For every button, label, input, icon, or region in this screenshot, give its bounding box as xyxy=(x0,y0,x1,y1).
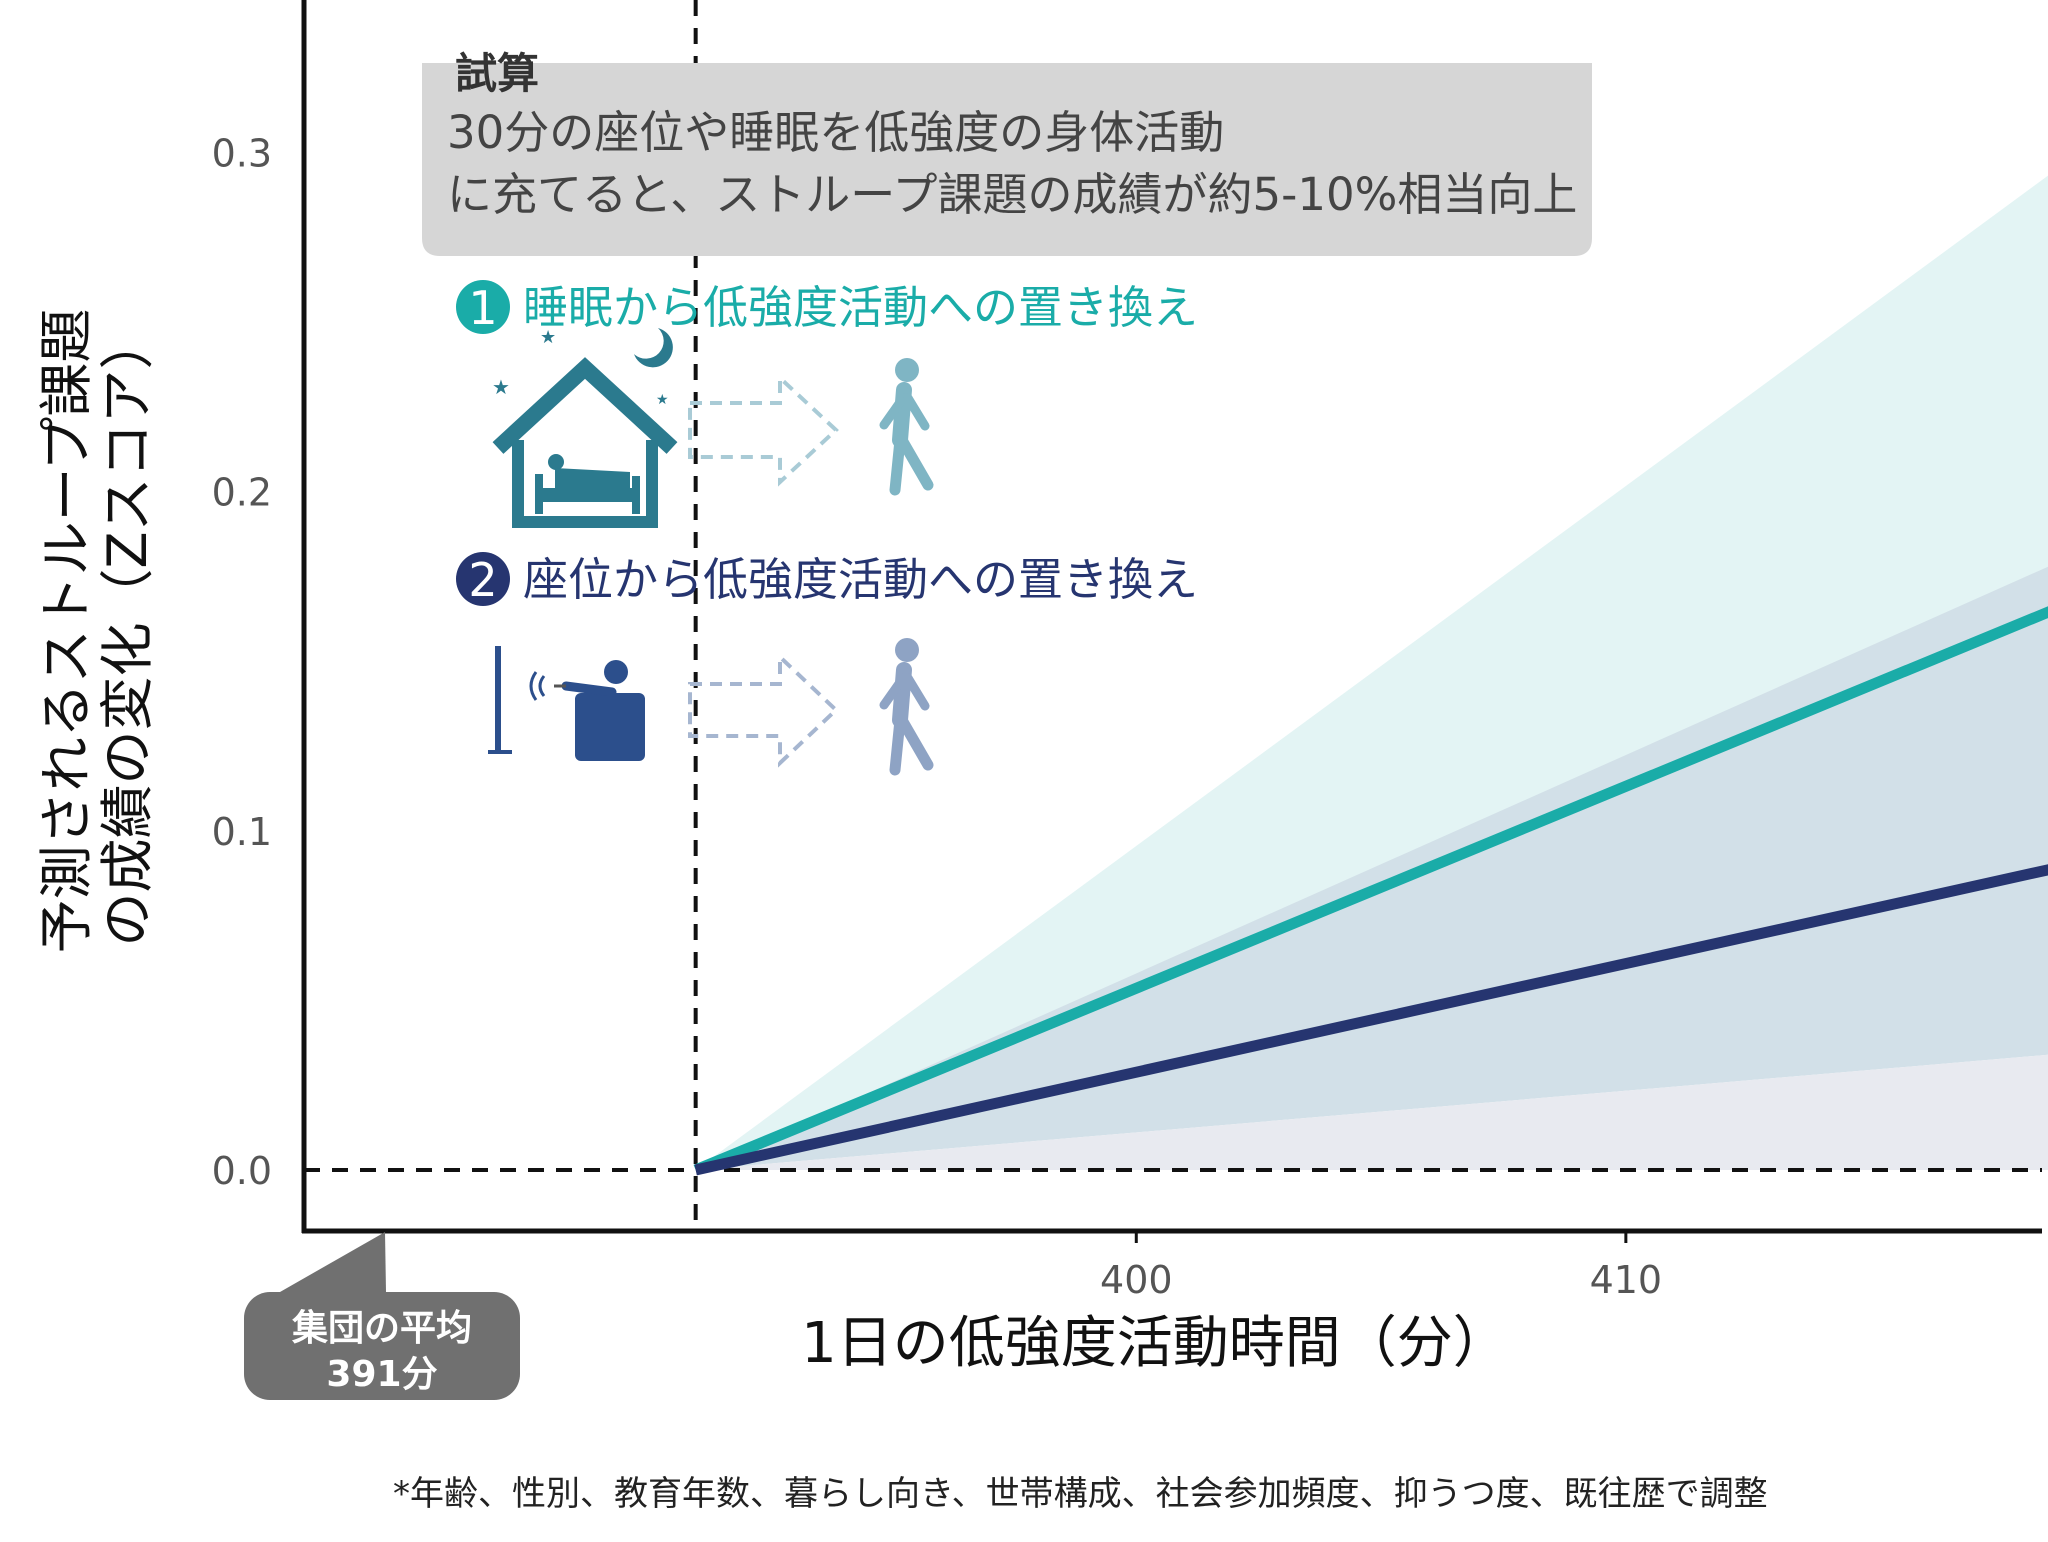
x-tick-label: 410 xyxy=(1590,1258,1663,1302)
annotation-line2: に充てると、ストループ課題の成績が約5-10%相当向上 xyxy=(447,168,1577,221)
x-axis-label: 1日の低強度活動時間（分） xyxy=(801,1311,1509,1376)
legend-number-2: 2 xyxy=(468,553,497,607)
series-line-2 xyxy=(694,864,2048,1176)
dashed-arrow-icon xyxy=(688,373,839,487)
svg-text:★: ★ xyxy=(540,327,556,348)
legend-marker-1 xyxy=(456,280,510,334)
confidence-bands xyxy=(695,175,2048,1170)
legend-number-1: 1 xyxy=(468,281,497,335)
legend-item-2: 2 座位から低強度活動への置き換え xyxy=(456,552,1198,607)
sitting-tv-icon xyxy=(488,646,645,761)
svg-text:★: ★ xyxy=(492,375,510,399)
annotation-line1: 30分の座位や睡眠を低強度の身体活動 xyxy=(447,106,1224,159)
annotation-box: 試算 30分の座位や睡眠を低強度の身体活動 に充てると、ストループ課題の成績が約… xyxy=(422,49,1592,256)
mean-badge-line2: 391分 xyxy=(326,1354,437,1395)
y-axis-label-line2: の成績の変化（Zスコア） xyxy=(96,316,159,947)
x-tick-label: 400 xyxy=(1100,1258,1173,1302)
y-axis-label: 予測されるストループ課題 の成績の変化（Zスコア） xyxy=(35,309,159,954)
footnote: *年齢、性別、教育年数、暮らし向き、世帯構成、社会参加頻度、抑うつ度、既往歴で調… xyxy=(393,1474,1768,1514)
y-tick-label: 0.3 xyxy=(212,132,272,176)
walking-person-icon-2 xyxy=(879,638,934,776)
legend-marker-2 xyxy=(456,552,510,606)
confidence-band-lower xyxy=(695,1054,2048,1170)
y-tick-label: 0.2 xyxy=(212,471,272,515)
annotation-heading: 試算 xyxy=(455,49,539,98)
confidence-band-2 xyxy=(695,566,2048,1170)
legend-item-1: 1 睡眠から低強度活動への置き換え xyxy=(456,280,1198,335)
legend-label-2: 座位から低強度活動への置き換え xyxy=(523,553,1198,606)
y-tick-label: 0.0 xyxy=(212,1149,272,1193)
walking-person-icon xyxy=(879,358,934,496)
axis-ticks: 4004104200.00.10.20.3 xyxy=(212,132,1663,1302)
y-axis-label-line1: 予測されるストループ課題 xyxy=(35,309,98,954)
y-tick-label: 0.1 xyxy=(212,810,272,854)
svg-text:★: ★ xyxy=(656,392,669,408)
mean-badge: 集団の平均 391分 xyxy=(244,1232,520,1400)
dashed-arrow-icon-2 xyxy=(688,652,839,768)
house-sleep-icon: ★ ★ ★ xyxy=(492,327,678,528)
legend-label-1: 睡眠から低強度活動への置き換え xyxy=(523,281,1198,334)
mean-badge-line1: 集団の平均 xyxy=(291,1308,472,1349)
series-lines xyxy=(693,606,2048,1176)
series-line-1 xyxy=(693,606,2048,1176)
